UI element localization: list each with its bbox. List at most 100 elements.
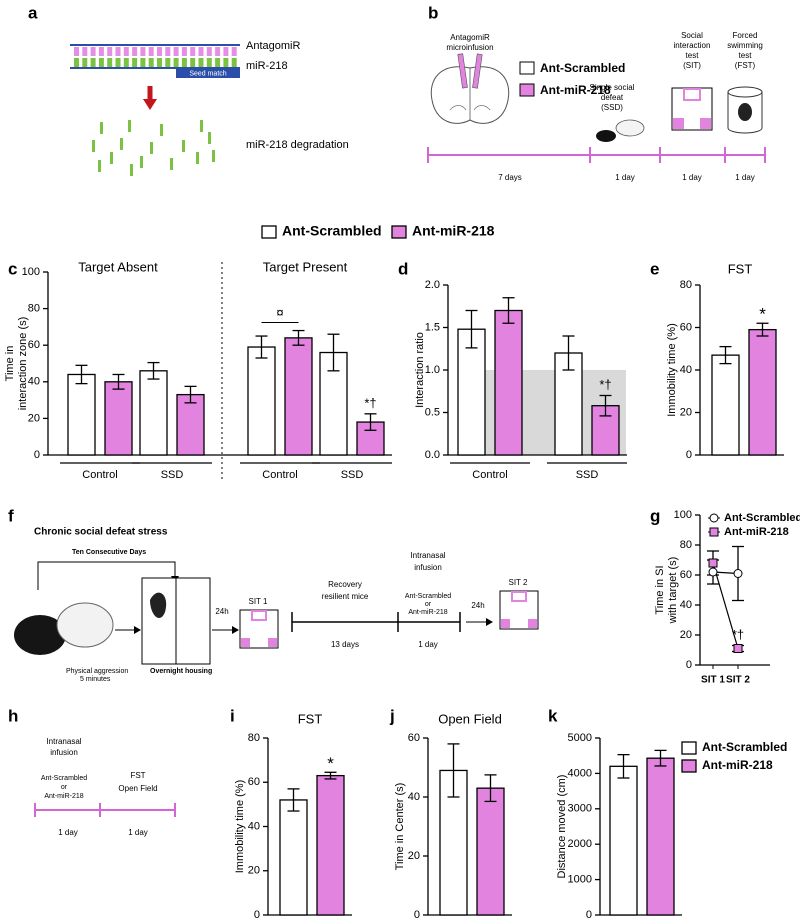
label: 13 days	[331, 640, 359, 649]
result-label: miR-218 degradation	[246, 139, 349, 151]
strand-unit	[173, 47, 179, 56]
label: or	[425, 601, 432, 608]
y-tick-label: 40	[28, 376, 40, 388]
panel-label: a	[28, 3, 38, 22]
strand-unit	[165, 58, 171, 67]
chart-title: Open Field	[438, 711, 502, 726]
legend-marker	[709, 513, 719, 523]
legend-label: Ant-miR-218	[702, 758, 773, 772]
shape	[596, 130, 616, 142]
label: test	[686, 51, 700, 60]
y-tick-label: 20	[248, 865, 260, 877]
label: Overnight housing	[150, 668, 212, 675]
strand-unit	[190, 47, 196, 56]
label: Forced	[733, 31, 758, 40]
label: (FST)	[735, 61, 756, 70]
strand-label: AntagomiR	[246, 40, 300, 52]
label: SIT 1	[249, 597, 269, 606]
legend-swatch	[261, 225, 277, 239]
bar	[247, 346, 276, 456]
legend-label: Ant-Scrambled	[282, 223, 382, 239]
strand-unit	[82, 47, 88, 56]
x-tick-label: SSD	[341, 469, 364, 481]
panel-a: a Seed match AntagomiR miR-218 miR-218 d…	[28, 3, 349, 176]
strand-unit	[165, 47, 171, 56]
y-tick-label: 20	[680, 406, 692, 418]
strand-unit	[157, 58, 162, 67]
strand-unit	[215, 47, 221, 56]
label: Intranasal	[46, 737, 81, 746]
label: SIT 2	[509, 578, 529, 587]
duration: 1 day	[682, 173, 702, 182]
label: resilient mice	[322, 592, 369, 601]
legend-label: Ant-Scrambled	[540, 61, 625, 75]
annotation: *†	[732, 627, 744, 642]
legend-label: Ant-miR-218	[724, 526, 789, 538]
panel-label: b	[428, 3, 438, 22]
y-tick-label: 80	[680, 279, 692, 291]
x-tick-label: SSD	[161, 469, 184, 481]
y-axis-label: interaction zone (s)	[17, 317, 29, 411]
y-tick-label: 0	[34, 449, 40, 461]
strand-unit	[132, 58, 138, 67]
fragment	[110, 152, 113, 164]
y-tick-label: 80	[248, 732, 260, 744]
bar	[279, 799, 308, 916]
y-tick-label: 0	[586, 909, 592, 921]
y-tick-label: 4000	[568, 767, 592, 779]
strand-unit	[157, 47, 162, 56]
y-tick-label: 100	[674, 509, 692, 521]
shape	[501, 619, 510, 628]
y-tick-label: 40	[248, 820, 260, 832]
panel-h: h Intranasal infusion Ant-Scrambled or A…	[8, 706, 176, 837]
strand-unit	[231, 47, 237, 56]
shape	[738, 103, 752, 121]
shape	[511, 591, 527, 602]
label: infusion	[414, 563, 442, 572]
bar	[494, 309, 523, 456]
strand-unit	[98, 58, 104, 67]
fragment	[150, 142, 153, 154]
x-tick-label: Control	[472, 469, 507, 481]
legend-swatch	[681, 759, 697, 773]
shape	[232, 626, 239, 634]
y-tick-label: 60	[680, 321, 692, 333]
y-tick-label: 40	[680, 364, 692, 376]
label: Ant-miR-218	[408, 609, 447, 616]
shape	[472, 53, 483, 89]
chart-title: FST	[298, 711, 323, 726]
label: AntagomiR	[450, 33, 490, 42]
annotation: *†	[364, 395, 376, 410]
point	[708, 567, 718, 577]
strand-unit	[107, 58, 113, 67]
strand-unit	[90, 47, 96, 56]
fragment	[98, 160, 101, 172]
y-tick-label: 60	[28, 339, 40, 351]
strand-unit	[140, 47, 146, 56]
strand-unit	[82, 58, 88, 67]
y-axis-label: Distance moved (cm)	[556, 775, 568, 879]
point	[733, 569, 743, 578]
bar	[476, 787, 505, 916]
label: Social	[681, 31, 703, 40]
annotation: *†	[599, 377, 611, 392]
facet-title: Target Absent	[78, 259, 158, 274]
label: interaction	[674, 41, 711, 50]
label: Physical aggression	[66, 668, 128, 675]
title: Chronic social defeat stress	[34, 527, 168, 538]
strand-unit	[148, 47, 154, 56]
label: Ant-miR-218	[44, 793, 83, 800]
bar	[176, 393, 205, 456]
shape	[486, 618, 493, 626]
y-tick-label: 60	[248, 776, 260, 788]
fragment	[196, 152, 199, 164]
strand-unit	[190, 58, 196, 67]
point	[733, 644, 743, 653]
label: Open Field	[118, 784, 157, 793]
bar	[67, 373, 96, 456]
shape	[519, 61, 535, 75]
y-tick-label: 2.0	[425, 279, 440, 291]
fragment	[212, 150, 215, 162]
strand-unit	[173, 58, 179, 67]
label: defeat	[601, 93, 624, 102]
